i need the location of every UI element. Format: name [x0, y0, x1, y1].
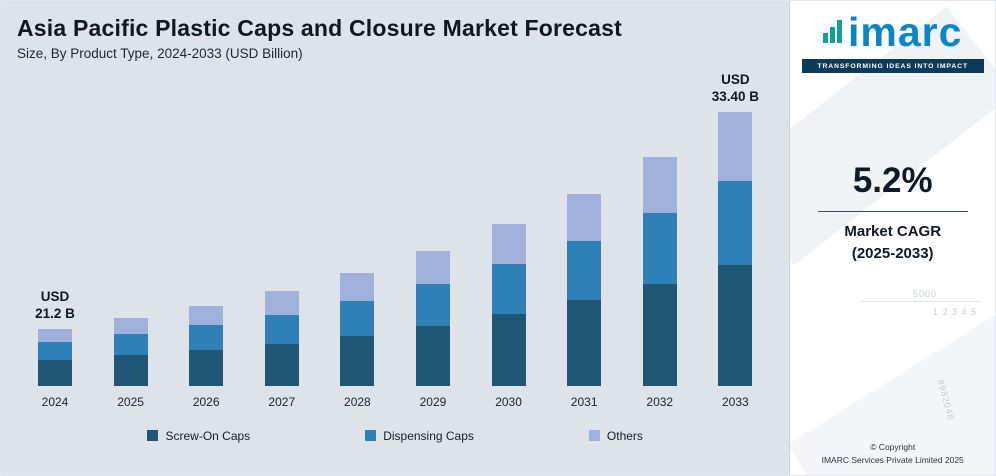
- x-axis-label: 2033: [721, 394, 749, 409]
- bar-group-2031: 2031: [548, 193, 620, 409]
- legend-swatch-icon: [588, 430, 600, 442]
- bar-group-2027: 2027: [246, 290, 318, 409]
- bar-segment-screw-on-caps: [415, 325, 450, 386]
- stacked-bar: [718, 111, 753, 386]
- copyright: © Copyright IMARC Services Private Limit…: [790, 441, 995, 467]
- bar-segment-screw-on-caps: [340, 335, 375, 386]
- x-axis-label: 2032: [646, 394, 674, 409]
- bar-segment-screw-on-caps: [113, 354, 148, 386]
- bar-segment-others: [567, 193, 602, 241]
- bar-segment-screw-on-caps: [718, 264, 753, 386]
- bar-group-2024: USD 21.2 B 2024: [19, 288, 91, 409]
- cagr-label: Market CAGR: [844, 222, 942, 240]
- decor-line: [861, 301, 981, 302]
- bar-group-2028: 2028: [321, 272, 393, 409]
- x-axis-label: 2031: [570, 394, 598, 409]
- side-panel: 5000 1 2 3 4 5 8982048 imarc TRANSFORMIN…: [789, 1, 995, 475]
- stacked-bar: [491, 223, 526, 386]
- stacked-bar: [189, 305, 224, 386]
- x-axis-label: 2026: [192, 394, 220, 409]
- stacked-bar-chart: USD 21.2 B 2024 2025 2026 2027 2028 2029 2030 203…: [17, 67, 773, 409]
- legend-swatch-icon: [365, 430, 377, 442]
- bar-segment-others: [189, 305, 224, 325]
- x-axis-label: 2024: [41, 394, 69, 409]
- cagr-value: 5.2%: [852, 160, 933, 200]
- bar-segment-dispensing-caps: [189, 324, 224, 350]
- bar-segment-dispensing-caps: [642, 212, 677, 284]
- x-axis-label: 2030: [495, 394, 522, 409]
- imarc-logo-text: imarc: [847, 9, 963, 55]
- bar-segment-others: [415, 250, 450, 284]
- bar-segment-others: [38, 328, 72, 342]
- bar-segment-others: [340, 272, 375, 301]
- chart-panel: Asia Pacific Plastic Caps and Closure Ma…: [1, 1, 790, 475]
- imarc-tagline: TRANSFORMING IDEAS INTO IMPACT: [801, 58, 984, 73]
- stacked-bar: [415, 250, 450, 386]
- chart-title: Asia Pacific Plastic Caps and Closure Ma…: [17, 15, 623, 41]
- legend-item-others: Others: [588, 428, 643, 443]
- bar-segment-screw-on-caps: [38, 359, 72, 386]
- bar-segment-screw-on-caps: [189, 349, 224, 386]
- bar-segment-dispensing-caps: [38, 341, 72, 360]
- copyright-line: IMARC Services Private Limited 2025: [821, 454, 964, 465]
- stacked-bar: [340, 272, 375, 386]
- x-axis-label: 2029: [419, 394, 447, 409]
- bar-group-2026: 2026: [170, 305, 242, 409]
- x-axis-label: 2025: [117, 394, 144, 409]
- bar-segment-dispensing-caps: [491, 263, 526, 314]
- bar-segment-dispensing-caps: [567, 240, 602, 300]
- bar-group-2030: 2030: [473, 223, 545, 409]
- bar-segment-dispensing-caps: [113, 333, 148, 355]
- bar-group-2025: 2025: [95, 317, 167, 409]
- copyright-line: © Copyright: [870, 441, 916, 452]
- bar-segment-screw-on-caps: [642, 283, 677, 386]
- stacked-bar: [567, 193, 602, 386]
- stacked-bar: [38, 328, 72, 386]
- bar-segment-screw-on-caps: [567, 299, 602, 386]
- legend-swatch-icon: [147, 430, 159, 442]
- imarc-logo-bars-icon: [822, 19, 842, 50]
- bar-group-2033: USD 33.40 B 2033: [699, 71, 771, 409]
- bar-segment-others: [264, 290, 299, 315]
- chart-subtitle: Size, By Product Type, 2024-2033 (USD Bi…: [17, 45, 303, 61]
- bar-group-2029: 2029: [397, 250, 469, 409]
- bar-segment-dispensing-caps: [340, 300, 375, 336]
- decor-number: 8982048: [935, 378, 957, 422]
- decor-number: 5000: [912, 289, 937, 299]
- legend-label: Screw-On Caps: [165, 428, 251, 443]
- cagr-block: 5.2% Market CAGR (2025-2033): [798, 161, 987, 265]
- stacked-bar: [113, 317, 148, 386]
- legend-item-screw-on-caps: Screw-On Caps: [147, 429, 250, 443]
- legend-label: Dispensing Caps: [383, 428, 474, 443]
- cagr-period: (2025-2033): [851, 244, 934, 262]
- bar-segment-dispensing-caps: [264, 314, 299, 344]
- bar-segment-others: [113, 317, 148, 334]
- x-axis-label: 2027: [268, 394, 296, 409]
- cagr-divider: [817, 210, 968, 212]
- stacked-bar: [642, 156, 677, 386]
- bar-group-2032: 2032: [624, 156, 696, 409]
- stacked-bar: [264, 290, 299, 386]
- legend-label: Others: [606, 428, 643, 443]
- bar-value-label: USD 33.40 B: [711, 71, 759, 105]
- legend-item-dispensing-caps: Dispensing Caps: [365, 429, 474, 443]
- x-axis-label: 2028: [344, 394, 371, 409]
- chart-legend: Screw-On Caps Dispensing Caps Others: [17, 429, 773, 443]
- imarc-logo: imarc: [798, 9, 987, 55]
- bar-value-label: USD 21.2 B: [35, 288, 75, 322]
- bar-segment-others: [642, 156, 677, 213]
- bar-segment-others: [718, 111, 753, 181]
- bar-segment-screw-on-caps: [264, 343, 299, 386]
- bar-segment-dispensing-caps: [415, 283, 450, 326]
- bar-segment-others: [491, 223, 526, 264]
- decor-number: 1 2 3 4 5: [932, 307, 977, 317]
- bar-segment-dispensing-caps: [718, 180, 753, 265]
- bar-segment-screw-on-caps: [491, 313, 526, 386]
